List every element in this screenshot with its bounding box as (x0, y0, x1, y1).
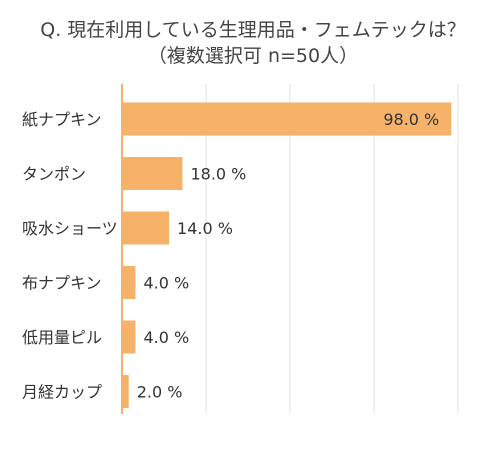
bars-group (122, 102, 452, 408)
value-label: 14.0 % (177, 219, 233, 238)
value-label: 4.0 % (143, 274, 189, 293)
bar-1 (122, 157, 183, 190)
category-label: 吸水ショーツ (22, 219, 118, 238)
grid-lines (205, 84, 459, 414)
bar-2 (122, 211, 170, 245)
chart-title: Q. 現在利用している生理用品・フェムテックは？ (40, 19, 465, 41)
bar-4 (122, 320, 136, 354)
labels-group: 紙ナプキン 98.0 % タンポン 18.0 % 吸水ショーツ 14.0 % 布ナプキン 4.… (22, 110, 439, 402)
value-label: 4.0 % (143, 328, 189, 347)
bar-3 (122, 266, 136, 299)
bar-5 (122, 375, 129, 408)
category-label: 低用量ピル (22, 328, 102, 347)
bar-0 (122, 102, 452, 136)
chart-subtitle: （複数選択可 n=50人） (148, 45, 358, 67)
value-label: 18.0 % (190, 165, 246, 184)
category-label: 布ナプキン (22, 274, 102, 293)
category-label: 月経カップ (22, 383, 102, 402)
value-label: 2.0 % (137, 383, 183, 402)
category-label: 紙ナプキン (22, 110, 102, 129)
category-label: タンポン (22, 165, 86, 184)
value-label: 98.0 % (383, 110, 439, 129)
